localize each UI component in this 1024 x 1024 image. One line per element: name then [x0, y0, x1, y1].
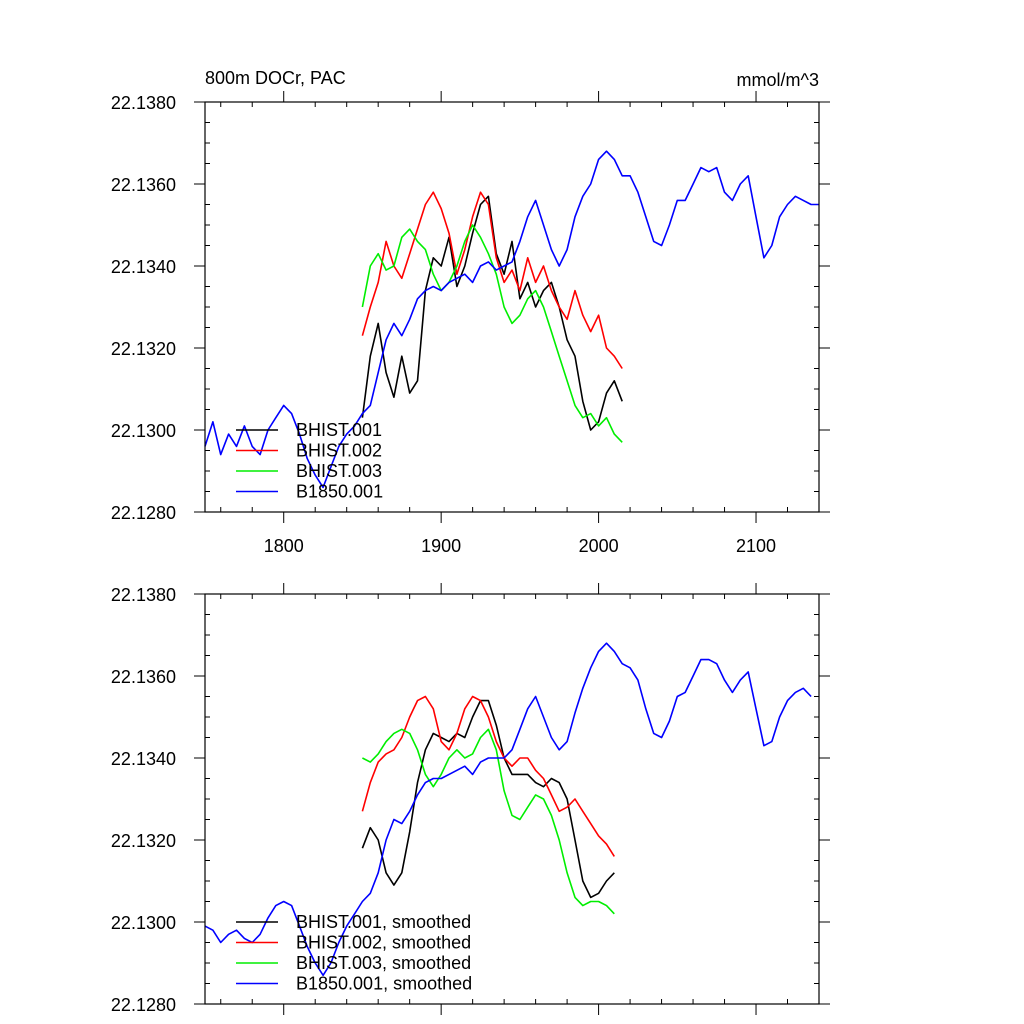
- y-tick-label: 22.1380: [111, 585, 176, 605]
- legend-label: BHIST.002, smoothed: [296, 933, 471, 953]
- series-line: [361, 191, 623, 369]
- series-line: [361, 699, 615, 899]
- y-tick-label: 22.1320: [111, 831, 176, 851]
- legend-label: BHIST.002: [296, 441, 382, 461]
- units-label: mmol/m^3: [737, 70, 819, 90]
- series-line: [361, 195, 623, 431]
- legend-label: BHIST.003, smoothed: [296, 953, 471, 973]
- series-line: [361, 224, 623, 443]
- series-line: [204, 150, 819, 489]
- y-tick-label: 22.1300: [111, 913, 176, 933]
- legend-label: BHIST.001: [296, 420, 382, 440]
- legend-label: BHIST.001, smoothed: [296, 912, 471, 932]
- plot-frame: [204, 101, 820, 513]
- x-tick-label: 2000: [579, 536, 619, 556]
- x-tick-label: 2100: [736, 536, 776, 556]
- x-tick-label: 1800: [264, 536, 304, 556]
- series-line: [361, 695, 615, 857]
- series-line: [362, 728, 615, 915]
- legend-label: B1850.001: [296, 482, 383, 502]
- y-tick-label: 22.1280: [111, 503, 176, 523]
- legend-label: BHIST.003: [296, 461, 382, 481]
- y-tick-label: 22.1340: [111, 749, 176, 769]
- bottom-panel: 22.1280 22.1300 22.1320 22.1340 22.1360 22.13…: [111, 583, 830, 1015]
- plot-frame: [204, 593, 820, 1005]
- y-tick-label: 22.1280: [111, 995, 176, 1015]
- y-tick-label: 22.1320: [111, 339, 176, 359]
- series-line: [204, 642, 812, 977]
- y-tick-label: 22.1360: [111, 175, 176, 195]
- top-panel: 800m DOCr, PAC mmol/m^3 1800 1900 2000 2100…: [111, 68, 830, 556]
- y-tick-label: 22.1300: [111, 421, 176, 441]
- y-tick-label: 22.1360: [111, 667, 176, 687]
- legend-label: B1850.001, smoothed: [296, 974, 472, 994]
- y-tick-label: 22.1340: [111, 257, 176, 277]
- y-tick-label: 22.1380: [111, 93, 176, 113]
- chart-title: 800m DOCr, PAC: [205, 68, 346, 88]
- x-tick-label: 1900: [421, 536, 461, 556]
